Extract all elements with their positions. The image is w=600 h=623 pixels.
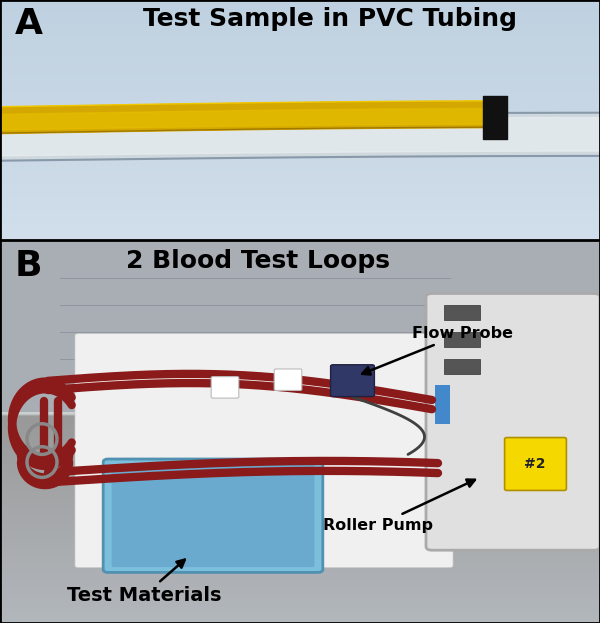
- Text: #2: #2: [524, 457, 546, 471]
- Text: Test Sample in PVC Tubing: Test Sample in PVC Tubing: [143, 7, 517, 31]
- Bar: [444, 359, 480, 374]
- Text: 2 Blood Test Loops: 2 Blood Test Loops: [126, 249, 390, 273]
- FancyBboxPatch shape: [426, 293, 600, 550]
- Bar: [444, 332, 480, 347]
- FancyBboxPatch shape: [75, 334, 453, 568]
- FancyBboxPatch shape: [274, 369, 302, 391]
- FancyBboxPatch shape: [331, 364, 374, 397]
- FancyBboxPatch shape: [505, 437, 566, 490]
- Bar: [0, 240, 600, 412]
- FancyBboxPatch shape: [211, 377, 239, 398]
- Text: Test Materials: Test Materials: [67, 559, 221, 605]
- Text: Roller Pump: Roller Pump: [323, 480, 475, 533]
- Bar: [444, 305, 480, 320]
- Text: B: B: [15, 249, 43, 283]
- Text: Flow Probe: Flow Probe: [362, 326, 512, 374]
- FancyBboxPatch shape: [103, 459, 323, 573]
- FancyBboxPatch shape: [112, 464, 314, 567]
- Text: A: A: [15, 7, 43, 41]
- Bar: [435, 386, 450, 424]
